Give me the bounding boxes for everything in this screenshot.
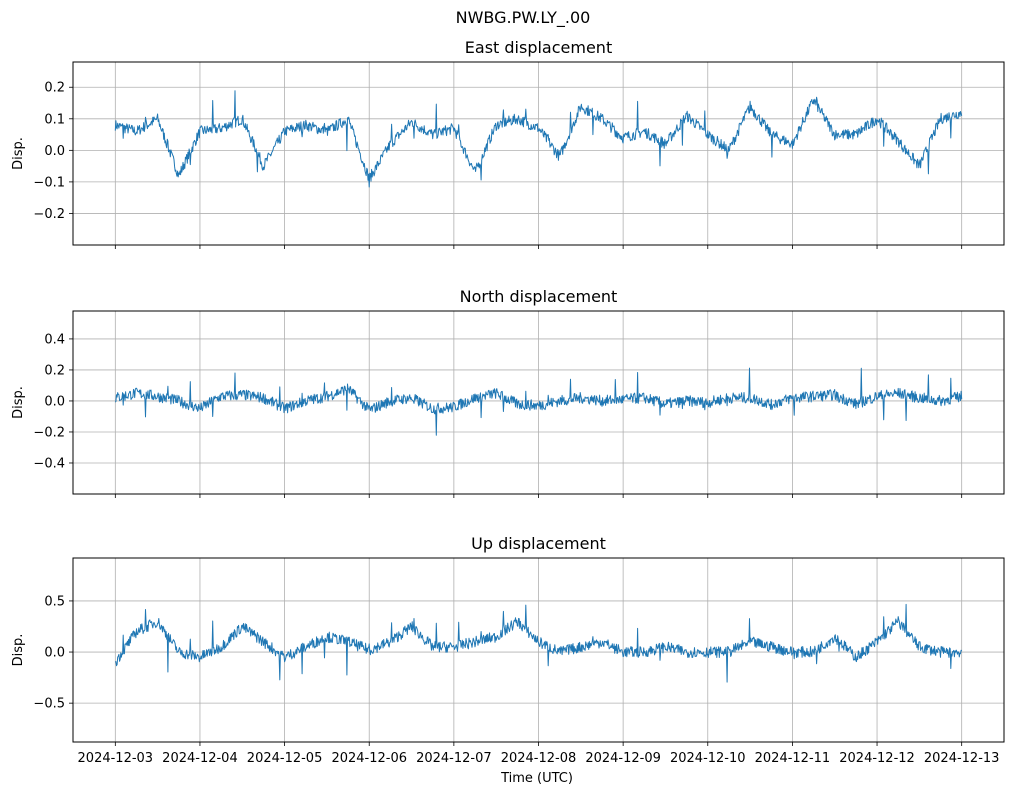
x-tick-label: 2024-12-13	[924, 751, 1000, 766]
x-tick-label: 2024-12-04	[162, 751, 238, 766]
series-line-1	[114, 603, 963, 683]
subplots: East displacementDisp.−0.2−0.10.00.10.2N…	[11, 38, 1005, 766]
x-tick-label: 2024-12-11	[755, 751, 831, 766]
subplot-title: North displacement	[460, 287, 618, 306]
y-axis-label: Disp.	[11, 634, 26, 667]
y-tick-label: 0.2	[44, 81, 65, 96]
x-tick-label: 2024-12-08	[501, 751, 577, 766]
x-tick-label: 2024-12-07	[416, 751, 492, 766]
subplot-title: East displacement	[465, 38, 612, 57]
y-tick-label: 0.4	[44, 332, 65, 347]
x-tick-label: 2024-12-10	[670, 751, 746, 766]
y-tick-label: −0.2	[33, 207, 65, 222]
y-tick-label: 0.1	[44, 112, 65, 127]
plot-frame	[72, 557, 1005, 743]
y-tick-label: 0.0	[44, 646, 65, 661]
x-tick-label: 2024-12-09	[585, 751, 661, 766]
y-axis-label: Disp.	[11, 137, 26, 170]
subplot-2: North displacement Disp. −0.4 −0.2 0.0 0.2 0.4	[11, 287, 1005, 498]
y-axis-label: Disp.	[11, 386, 26, 419]
y-tick-label: −0.2	[33, 425, 65, 440]
y-tick-label: −0.4	[33, 456, 65, 471]
x-axis-label: Time (UTC)	[500, 771, 573, 786]
subplot-3: Up displacement Disp. 2024-12-03 2024-12-04…	[11, 534, 1005, 766]
x-tick-label: 2024-12-12	[839, 751, 915, 766]
series-line-1	[114, 367, 963, 436]
plot-frame	[72, 61, 1005, 246]
figure-suptitle: NWBG.PW.LY_.00	[456, 8, 591, 28]
series-line-1	[114, 90, 963, 188]
subplot-1: East displacement Disp. −0.2 −0.1 0.0 0.1 0.2	[11, 38, 1005, 249]
y-tick-label: 0.2	[44, 363, 65, 378]
x-tick-label: 2024-12-03	[78, 751, 154, 766]
x-tick-label: 2024-12-05	[247, 751, 323, 766]
y-tick-label: −0.5	[33, 697, 65, 712]
y-tick-label: 0.0	[44, 394, 65, 409]
subplot-title: Up displacement	[471, 534, 606, 553]
y-tick-label: 0.0	[44, 144, 65, 159]
y-tick-label: −0.1	[33, 175, 65, 190]
x-tick-label: 2024-12-06	[331, 751, 407, 766]
y-tick-label: 0.5	[44, 594, 65, 609]
plot-frame	[72, 310, 1005, 495]
